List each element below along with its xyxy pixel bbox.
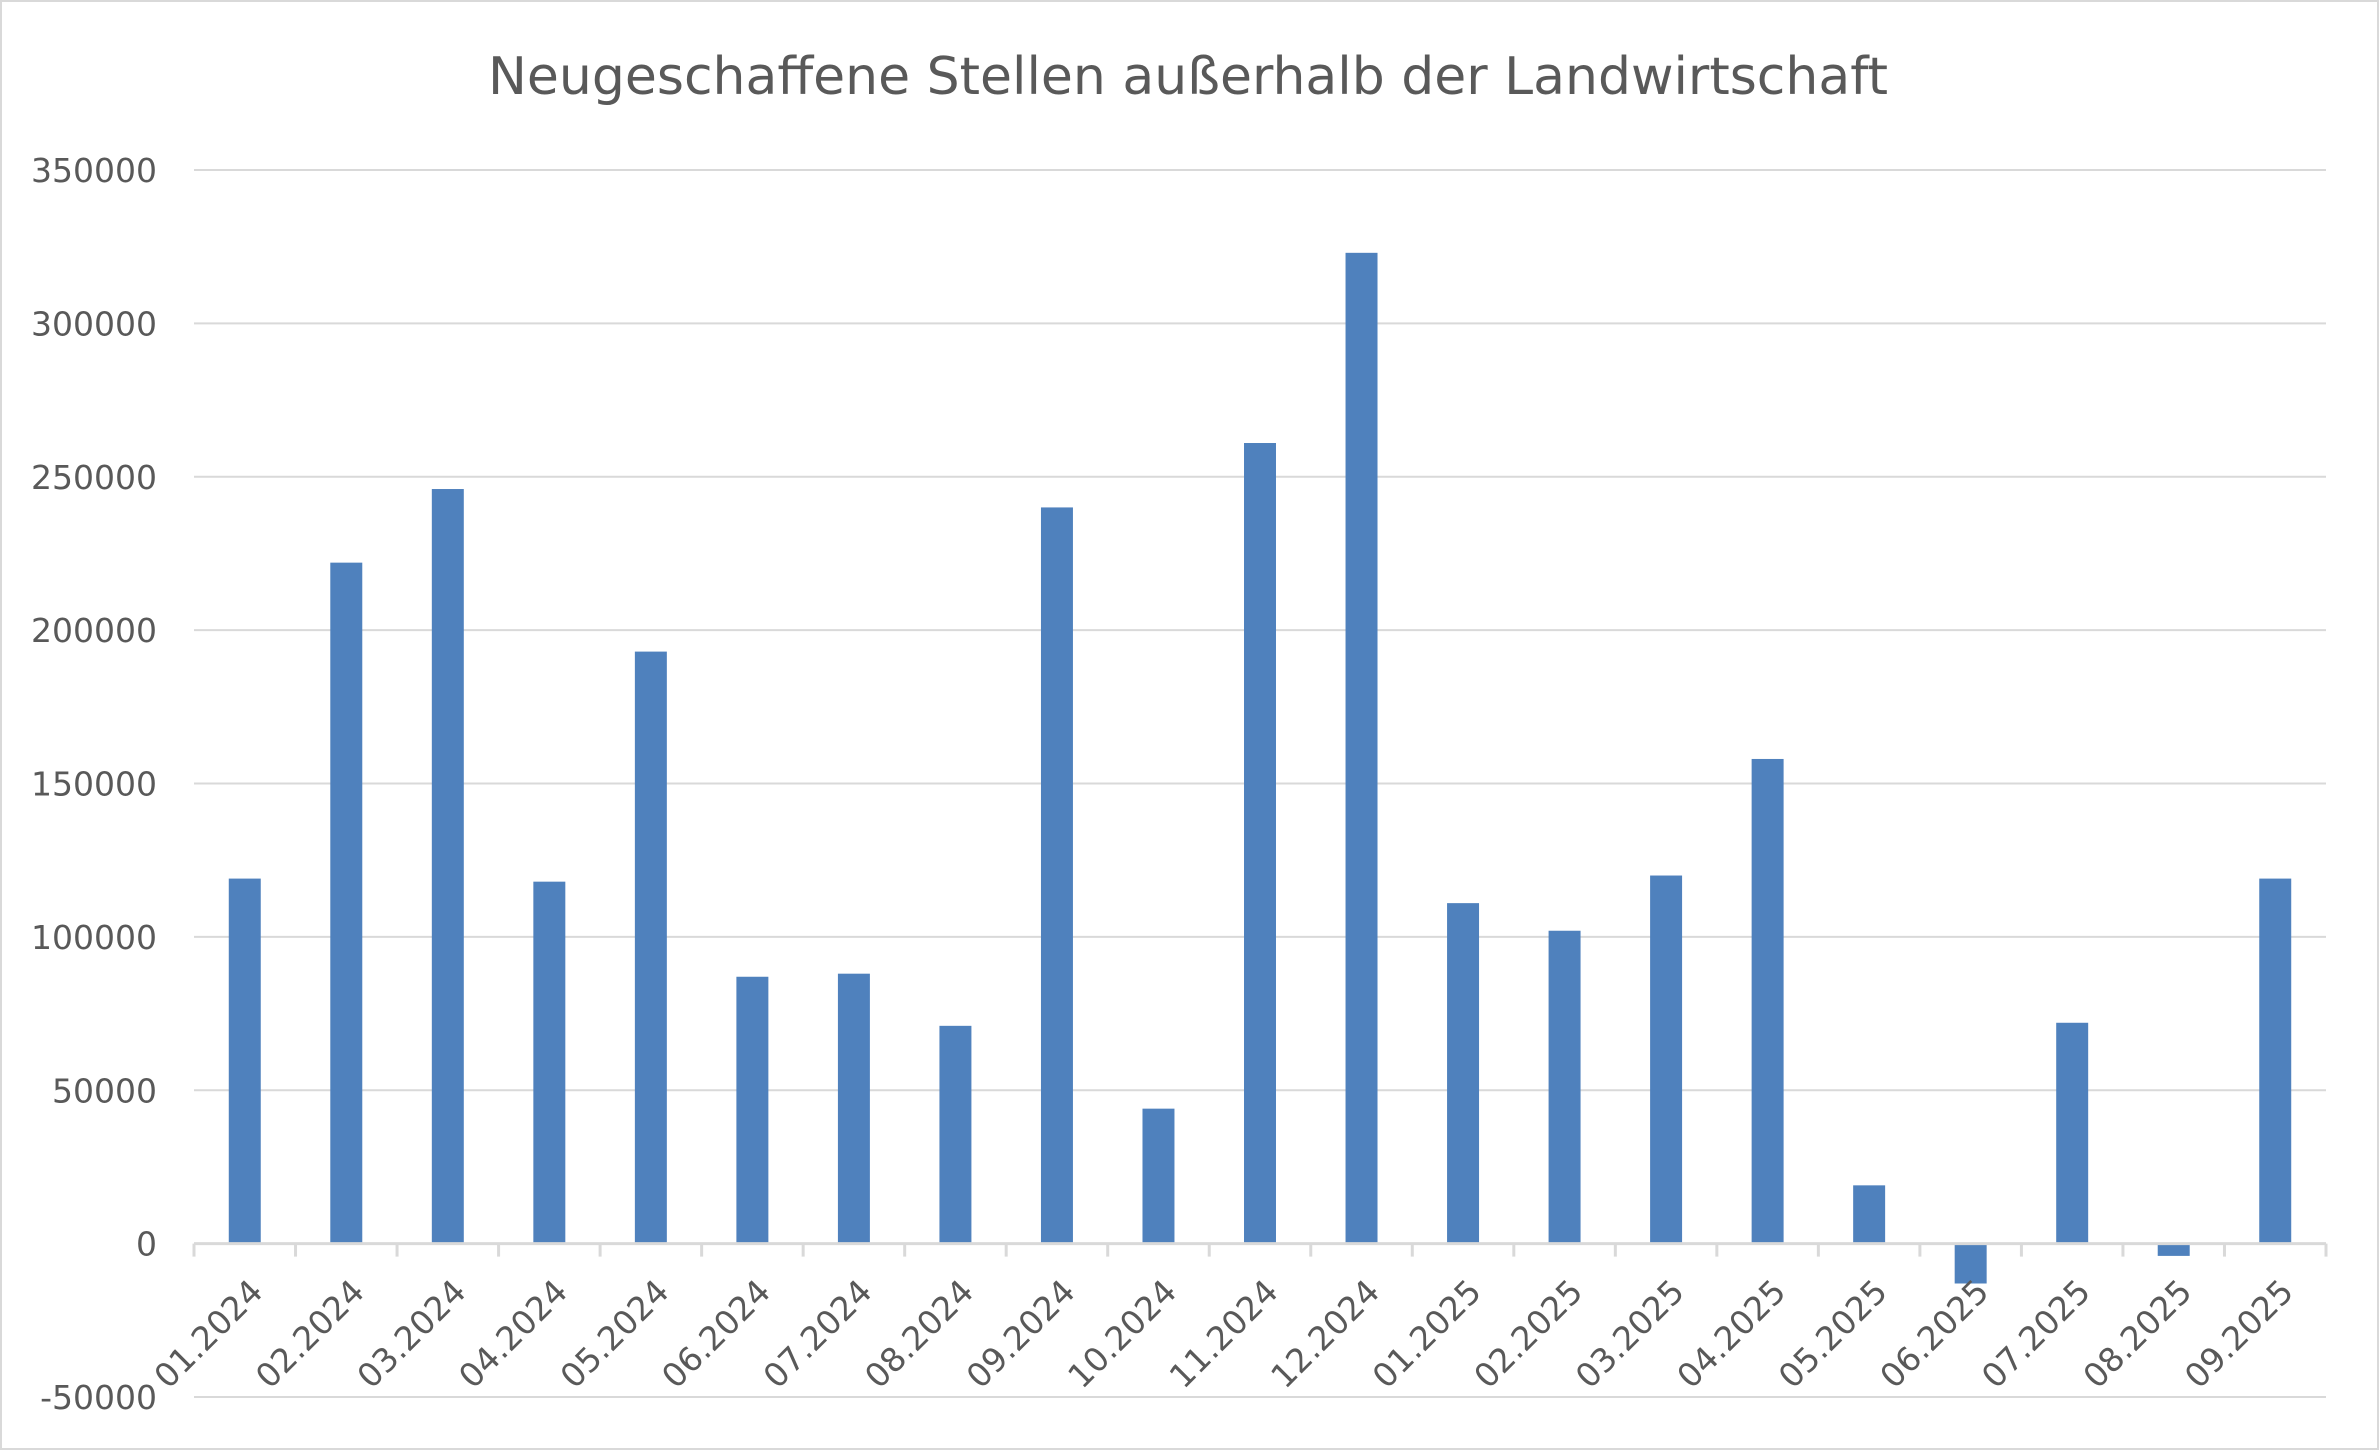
bar-08.2024 bbox=[939, 1025, 972, 1244]
bar-02.2025 bbox=[1548, 930, 1581, 1244]
bar-04.2024 bbox=[533, 881, 566, 1244]
x-tick-label: 06.2024 bbox=[654, 1272, 778, 1396]
bar-01.2025 bbox=[1447, 903, 1480, 1244]
x-tick-label: 05.2025 bbox=[1771, 1272, 1895, 1396]
x-tick-label: 09.2024 bbox=[959, 1272, 1083, 1396]
x-tick-label: 04.2024 bbox=[451, 1272, 575, 1396]
bar-06.2025 bbox=[1954, 1243, 1987, 1284]
bar-10.2024 bbox=[1142, 1108, 1175, 1244]
bar-06.2024 bbox=[736, 976, 769, 1244]
bar-01.2024 bbox=[228, 878, 261, 1244]
x-tick-label: 05.2024 bbox=[552, 1272, 676, 1396]
bar-07.2024 bbox=[837, 973, 870, 1244]
bar-03.2024 bbox=[431, 489, 464, 1244]
x-tick-label: 11.2024 bbox=[1162, 1272, 1286, 1396]
y-tick-label: 0 bbox=[136, 1225, 157, 1264]
x-tick-label: 08.2024 bbox=[857, 1272, 981, 1396]
bar-05.2025 bbox=[1853, 1185, 1886, 1244]
bar-12.2024 bbox=[1345, 252, 1378, 1244]
y-tick-label: 150000 bbox=[31, 765, 157, 804]
y-tick-label: 300000 bbox=[31, 304, 157, 343]
x-tick-label: 04.2025 bbox=[1669, 1272, 1793, 1396]
y-tick-label: -50000 bbox=[40, 1378, 157, 1417]
x-tick-label: 07.2025 bbox=[1974, 1272, 2098, 1396]
x-tick-label: 12.2024 bbox=[1263, 1272, 1387, 1396]
x-tick-label: 02.2025 bbox=[1466, 1272, 1590, 1396]
x-tick-label: 07.2024 bbox=[755, 1272, 879, 1396]
x-tick-label: 01.2024 bbox=[146, 1272, 270, 1396]
y-tick-label: 50000 bbox=[52, 1071, 157, 1110]
x-tick-label: 03.2024 bbox=[349, 1272, 473, 1396]
y-axis-ticks: -50000 0 50000 100000 150000 200000 250000 3000… bbox=[31, 151, 157, 1417]
y-tick-label: 350000 bbox=[31, 151, 157, 190]
x-tick-label: 01.2025 bbox=[1365, 1272, 1489, 1396]
bars bbox=[228, 252, 2292, 1284]
bar-04.2025 bbox=[1751, 758, 1784, 1244]
bar-11.2024 bbox=[1244, 443, 1276, 1244]
bar-03.2025 bbox=[1650, 875, 1683, 1244]
x-tick-label: 06.2025 bbox=[1872, 1272, 1996, 1396]
x-tick-label: 02.2024 bbox=[248, 1272, 372, 1396]
bar-09.2024 bbox=[1040, 507, 1073, 1244]
y-tick-label: 250000 bbox=[31, 458, 157, 497]
y-tick-label: 100000 bbox=[31, 918, 157, 957]
bar-05.2024 bbox=[634, 651, 667, 1244]
x-tick-label: 10.2024 bbox=[1060, 1272, 1184, 1396]
bar-02.2024 bbox=[330, 562, 363, 1244]
y-tick-label: 200000 bbox=[31, 611, 157, 650]
x-tick-label: 09.2025 bbox=[2177, 1272, 2301, 1396]
bar-07.2025 bbox=[2056, 1022, 2089, 1244]
bar-09.2025 bbox=[2259, 878, 2292, 1244]
x-tick-label: 08.2025 bbox=[2075, 1272, 2199, 1396]
bar-08.2025 bbox=[2157, 1243, 2190, 1256]
x-axis: 01.202402.202403.202404.202405.202406.20… bbox=[146, 1242, 2328, 1396]
chart-title: Neugeschaffene Stellen außerhalb der Lan… bbox=[488, 47, 1888, 107]
x-tick-label: 03.2025 bbox=[1568, 1272, 1692, 1396]
